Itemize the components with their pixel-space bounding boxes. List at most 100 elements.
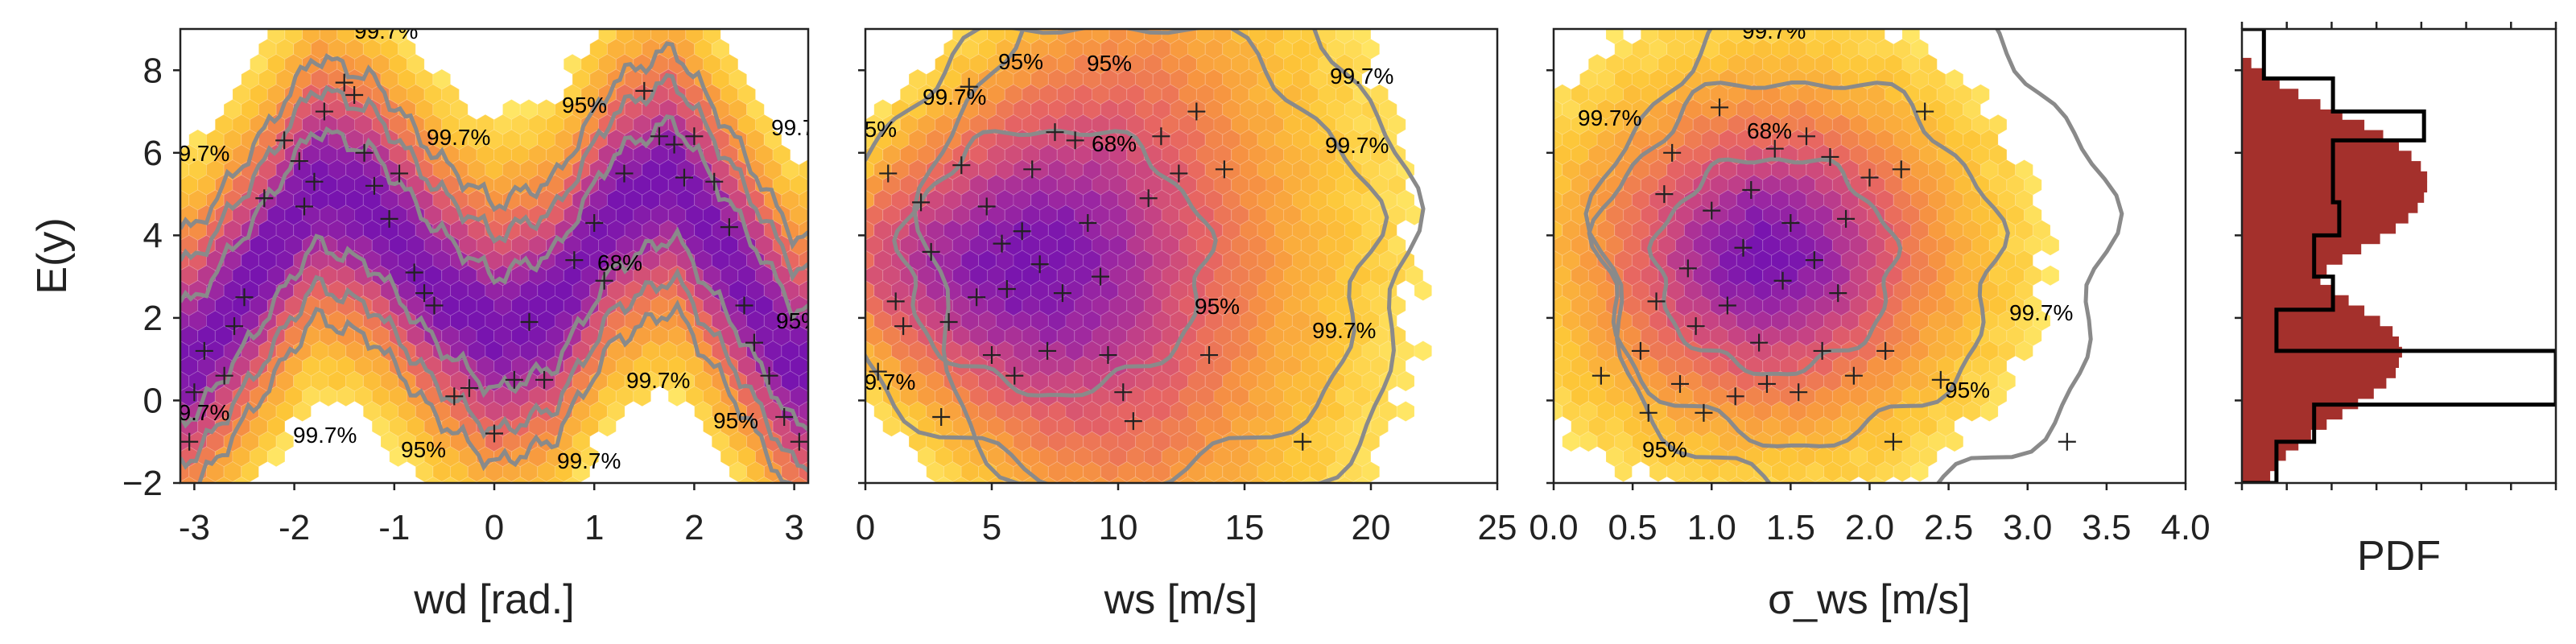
scatter-point: [305, 172, 324, 191]
scatter-point: [1686, 317, 1705, 336]
hexbin-cell: [702, 29, 704, 30]
hexbin-cell: [684, 29, 687, 30]
hexbin-cell: [1692, 476, 1711, 483]
y-tick-label: 2: [143, 299, 163, 338]
contour-label: 99.7%: [354, 19, 418, 43]
hexbin-cell: [1056, 476, 1075, 483]
scatter-point: [1038, 341, 1057, 360]
axis-ticks: −2 0 2 4 6 8 -3 -2 -1 0 1 2 3: [122, 51, 804, 547]
hexbin-cell: [816, 402, 834, 422]
hexbin-cell: [1414, 279, 1433, 302]
hexbin-cell: [865, 239, 866, 251]
scatter-point: [185, 383, 204, 402]
x-tick-label: 3: [784, 508, 803, 547]
hexbin-cell: [319, 29, 321, 30]
scatter-point: [1139, 189, 1158, 208]
x-tick-label: 1: [584, 508, 604, 547]
hexbin-cell: [180, 209, 181, 221]
scatter-point: [460, 379, 478, 398]
histogram-bar: [2242, 213, 2409, 224]
hexbin-cell: [1265, 476, 1285, 483]
hexbin-cell: [1092, 476, 1110, 483]
contour-labels: 95% 95% 99.7% 95% 68% 99.7% 99.7% 95% 99…: [865, 49, 1393, 394]
hexbin-cell: [1744, 29, 1747, 30]
scatter-point: [235, 288, 254, 307]
hexbin-cell: [1108, 476, 1128, 483]
hexbin-cell: [1212, 29, 1216, 30]
scatter-point: [1781, 213, 1800, 232]
hexbin-cell: [2041, 234, 2060, 256]
contour-label: 99.7%: [626, 368, 690, 393]
scatter-point: [1066, 131, 1084, 150]
scatter-point: [1215, 160, 1233, 179]
histogram-bar: [2242, 202, 2418, 213]
scatter-point: [1837, 209, 1856, 228]
contour-label: 68%: [1092, 131, 1137, 156]
x-tick-label: 0.5: [1608, 508, 1657, 547]
hexbin-cell: [1536, 295, 1554, 316]
hexbin-cell: [1710, 476, 1728, 483]
hexbin-cell: [816, 160, 834, 180]
scatter-point: [977, 197, 996, 216]
scatter-point: [1876, 341, 1895, 360]
hexbin-cell: [1352, 476, 1372, 483]
hexbin-cell: [807, 481, 808, 483]
scatter-point: [335, 73, 353, 92]
scatter-point: [1005, 366, 1024, 385]
hexbin-cell: [1528, 341, 1546, 361]
scatter-point: [1916, 102, 1934, 121]
hexbin-cell: [1910, 460, 1929, 483]
scatter-point: [1711, 98, 1729, 117]
x-tick-label: 0: [485, 508, 504, 547]
hexbin-cell: [1744, 476, 1764, 483]
histogram-bar: [2242, 89, 2299, 100]
hexbin-cell: [197, 476, 216, 483]
contour-label: 99.7%: [1330, 64, 1393, 89]
scatter-point: [685, 127, 704, 146]
contour-label: 95%: [562, 93, 607, 118]
panel-ws: 95% 95% 99.7% 95% 68% 99.7% 99.7% 95% 99…: [840, 27, 1517, 623]
contour-95: [1587, 80, 2010, 448]
histogram-bar: [2242, 254, 2343, 265]
scatter-point: [869, 362, 887, 381]
scatter-point: [180, 432, 199, 451]
hexbin-cell: [1004, 29, 1006, 30]
hexbin-cell: [180, 390, 181, 402]
scatter-points: [180, 73, 808, 451]
hexbin-cell: [1528, 160, 1546, 180]
contour-label: 95%: [1087, 51, 1132, 76]
hexbin-cell: [1195, 476, 1215, 483]
hexbin-cell: [1143, 29, 1146, 30]
hexbin-cell: [1814, 29, 1816, 30]
scatter-point: [790, 432, 808, 451]
histogram-bar: [2242, 68, 2264, 80]
hexbin-cell: [301, 29, 303, 30]
scatter-point: [1892, 160, 1910, 179]
y-tick-label: −2: [122, 464, 163, 503]
scatter-point: [615, 164, 634, 183]
x-tick-label: 20: [1352, 508, 1391, 547]
contour-label: 99.7%: [1742, 19, 1806, 43]
hexbin-cell: [180, 179, 181, 191]
scatter-point: [720, 218, 738, 237]
hexbin-cell: [266, 446, 286, 468]
scatter-point: [1639, 403, 1657, 422]
x-axis-label: PDF: [2357, 533, 2441, 580]
hexbin-cell: [807, 179, 808, 191]
hexbin-cell: [1780, 476, 1798, 483]
hexbin-cell: [986, 29, 989, 30]
hexbin-cell: [840, 250, 857, 270]
x-tick-label: 2: [684, 508, 704, 547]
scatter-point: [405, 263, 423, 282]
panel-pdf: PDF: [2235, 22, 2557, 580]
scatter-point: [415, 284, 434, 303]
panel-wd: 99.7% 99.7% 95% 99.7% 99.7% 68% 95% 99.7…: [29, 19, 834, 623]
hexbin-cell: [816, 371, 834, 391]
contour-99-7: [1583, 29, 2124, 483]
hexbin-cell: [214, 476, 233, 483]
hexbin-cell: [1867, 476, 1885, 483]
histogram-bar: [2242, 57, 2252, 69]
hexbin-cell: [755, 476, 774, 483]
hexbin-cell: [807, 390, 808, 402]
